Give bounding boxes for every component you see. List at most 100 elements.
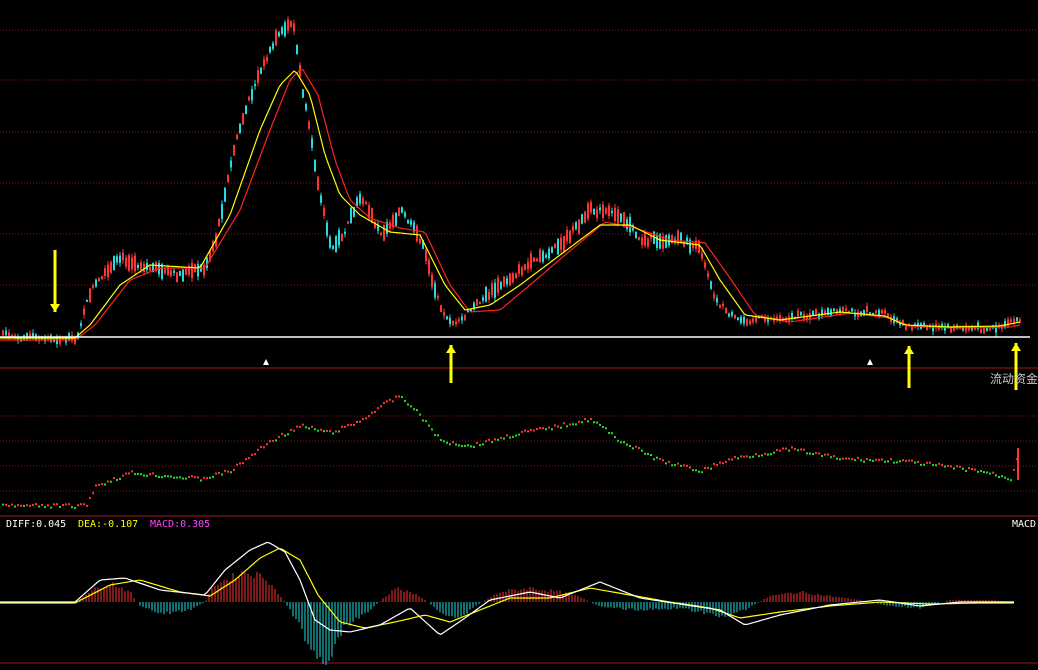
flow-dot (644, 452, 646, 455)
candle-up (185, 268, 187, 275)
flow-dot (377, 407, 379, 410)
candle-up (554, 243, 556, 248)
flow-dot (968, 467, 970, 470)
flow-dot (575, 423, 577, 426)
flow-dot (422, 419, 424, 422)
flow-dot (167, 475, 169, 478)
candle-down (800, 312, 802, 316)
flow-dot (596, 421, 598, 424)
flow-dot (38, 505, 40, 508)
flow-dot (815, 451, 817, 454)
candle-up (149, 266, 151, 271)
candle-up (647, 238, 649, 247)
flow-dot (473, 445, 475, 448)
candle-down (404, 212, 406, 217)
candle-up (491, 283, 493, 296)
flow-dot (512, 435, 514, 438)
up-arrow-head (1011, 343, 1021, 351)
flow-dot (533, 429, 535, 432)
flow-dot (896, 461, 898, 464)
flow-dot (773, 451, 775, 454)
candle-up (677, 230, 679, 245)
flow-dot (947, 464, 949, 467)
candle-up (905, 326, 907, 330)
flow-dot (254, 453, 256, 456)
candle-up (365, 201, 367, 204)
flow-dot (662, 459, 664, 462)
flow-dot (482, 443, 484, 446)
flow-dot (401, 396, 403, 399)
flow-dot (245, 458, 247, 461)
candle-up (713, 293, 715, 299)
macd-label: MACD:0.305 (150, 519, 211, 530)
flow-dot (767, 453, 769, 456)
flow-dot (56, 503, 58, 506)
candle-up (602, 204, 604, 219)
candle-down (44, 337, 46, 342)
up-arrow-head (904, 346, 914, 354)
candle-up (521, 267, 523, 276)
candle-up (539, 249, 541, 262)
flow-dot (548, 426, 550, 429)
flow-dot (200, 479, 202, 482)
candle-up (746, 319, 748, 326)
candle-up (392, 214, 394, 228)
flow-dot (761, 454, 763, 457)
candle-down (767, 318, 769, 322)
flow-dot (788, 449, 790, 452)
candle-up (479, 301, 481, 305)
flow-dot (566, 425, 568, 428)
flow-dot (362, 417, 364, 420)
candle-down (239, 123, 241, 134)
candle-up (98, 277, 100, 282)
flow-dot (272, 439, 274, 442)
candle-up (164, 268, 166, 274)
candle-down (20, 337, 22, 342)
candle-down (197, 264, 199, 277)
candle-down (449, 317, 451, 324)
flow-dot (320, 428, 322, 431)
flow-dot (656, 456, 658, 459)
flow-dot (731, 458, 733, 461)
candle-down (407, 219, 409, 224)
flow-dot (176, 476, 178, 479)
candle-down (119, 255, 121, 263)
candle-down (221, 204, 223, 219)
flow-dot (728, 458, 730, 461)
flow-dot (449, 443, 451, 446)
candle-down (659, 234, 661, 249)
flow-dot (914, 461, 916, 464)
flow-dot (590, 418, 592, 421)
marker-triangle (263, 359, 269, 365)
flow-dot (953, 467, 955, 470)
candle-up (188, 265, 190, 275)
flow-dot (740, 455, 742, 458)
candle-up (371, 208, 373, 223)
flow-dot (776, 449, 778, 452)
flow-dot (80, 503, 82, 506)
flow-dot (74, 506, 76, 509)
flow-dot (965, 469, 967, 472)
candle-up (287, 19, 289, 31)
flow-dot (806, 452, 808, 455)
flow-dot (251, 453, 253, 456)
flow-dot (536, 428, 538, 431)
candle-up (290, 21, 292, 27)
flow-dot (992, 471, 994, 474)
flow-dot (680, 464, 682, 467)
candle-down (944, 326, 946, 331)
candle-up (443, 312, 445, 316)
flow-dot (356, 420, 358, 423)
flow-dot (974, 468, 976, 471)
candle-up (110, 261, 112, 273)
candle-down (230, 160, 232, 168)
candle-down (377, 225, 379, 231)
flow-dot (683, 464, 685, 467)
flow-dot (842, 457, 844, 460)
candle-up (428, 260, 430, 275)
candle-down (401, 207, 403, 213)
candle-up (614, 207, 616, 222)
flow-dot (185, 477, 187, 480)
candle-up (125, 257, 127, 267)
flow-dot (605, 427, 607, 430)
